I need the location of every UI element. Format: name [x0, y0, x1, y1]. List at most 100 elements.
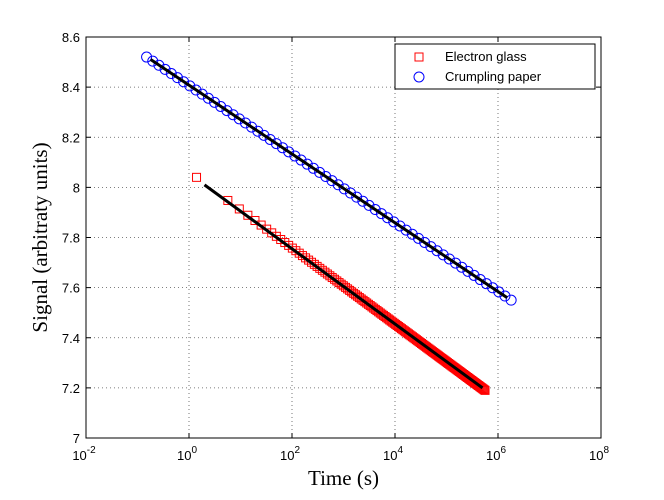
x-tick-label: 108	[589, 445, 609, 463]
y-tick-label: 7.4	[62, 331, 80, 346]
crumpling-paper-point	[159, 63, 171, 75]
electron-glass-point	[294, 248, 304, 258]
crumpling-paper-point	[382, 212, 394, 224]
crumpling-paper-point	[252, 125, 264, 137]
crumpling-paper-point	[369, 204, 381, 216]
crumpling-paper-point	[443, 253, 455, 265]
x-tick-label: 10-2	[72, 445, 96, 463]
grid-layer	[86, 37, 601, 438]
y-tick-label: 8.6	[62, 30, 80, 45]
legend-circle-marker	[413, 71, 425, 83]
y-tick-label: 7.2	[62, 381, 80, 396]
crumpling-paper-point	[221, 105, 233, 117]
crumpling-paper-point	[314, 166, 326, 178]
crumpling-paper-point	[307, 162, 319, 174]
crumpling-paper-point	[456, 261, 468, 273]
electron-glass-point	[325, 271, 335, 281]
electron-glass-point	[378, 310, 388, 320]
crumpling-paper-point	[202, 92, 214, 104]
crumpling-paper-point	[505, 294, 517, 306]
crumpling-paper-point	[468, 269, 480, 281]
crumpling-paper-point	[357, 195, 369, 207]
legend-square-marker	[414, 52, 424, 62]
electron-glass-point	[480, 385, 490, 395]
x-tick-label: 104	[383, 445, 403, 463]
crumpling-paper-point	[165, 68, 177, 80]
x-tick-label: 106	[486, 445, 506, 463]
legend: Electron glass Crumpling paper	[394, 43, 596, 90]
electron-glass-point	[382, 313, 392, 323]
fit-line	[203, 183, 484, 390]
electron-glass-point	[479, 385, 489, 395]
crumpling-paper-point	[493, 286, 505, 298]
crumpling-paper-point	[437, 249, 449, 261]
crumpling-paper-point	[499, 290, 511, 302]
crumpling-paper-point	[184, 80, 196, 92]
crumpling-paper-point	[400, 224, 412, 236]
electron-glass-point	[380, 312, 390, 322]
crumpling-paper-point	[406, 228, 418, 240]
ticks: 10-2 100 102 104 106 108 7 7.2 7.4 7.6 7.8 8 8.2 8.4 8…	[62, 30, 610, 463]
y-tick-label: 8	[73, 180, 80, 195]
crumpling-paper-point	[320, 171, 332, 183]
legend-label-crumpling-paper: Crumpling paper	[445, 69, 542, 84]
y-tick-label: 8.4	[62, 80, 80, 95]
crumpling-paper-point	[147, 55, 159, 67]
crumpling-paper-point	[264, 133, 276, 145]
electron-glass-point	[327, 273, 337, 283]
electron-glass-point	[192, 172, 202, 182]
fit-line	[149, 58, 508, 299]
crumpling-paper-point	[215, 100, 227, 112]
crumpling-paper-point	[412, 232, 424, 244]
crumpling-paper-point	[351, 191, 363, 203]
crumpling-paper-point	[246, 121, 258, 133]
x-axis-title: Time (s)	[308, 466, 379, 490]
crumpling-paper-point	[326, 175, 338, 187]
crumpling-paper-point	[338, 183, 350, 195]
crumpling-paper-point	[332, 179, 344, 191]
crumpling-paper-point	[258, 129, 270, 141]
crumpling-paper-point	[141, 51, 153, 63]
electron-glass-point	[377, 309, 387, 319]
y-tick-label: 7.6	[62, 281, 80, 296]
fit-lines	[149, 58, 508, 390]
crumpling-paper-point	[277, 142, 289, 154]
crumpling-paper-point	[487, 282, 499, 294]
crumpling-paper-point	[363, 199, 375, 211]
electron-glass-point	[477, 383, 487, 393]
crumpling-paper-point	[462, 265, 474, 277]
crumpling-paper-point	[344, 187, 356, 199]
crumpling-paper-point	[153, 59, 165, 71]
crumpling-paper-point	[375, 208, 387, 220]
y-axis-title: Signal (arbitraty units)	[28, 142, 52, 332]
crumpling-paper-point	[394, 220, 406, 232]
legend-label-electron-glass: Electron glass	[445, 49, 527, 64]
y-tick-label: 7	[73, 431, 80, 446]
crumpling-paper-point	[450, 257, 462, 269]
crumpling-paper-point	[171, 72, 183, 84]
y-tick-label: 7.8	[62, 231, 80, 246]
crumpling-paper-point	[233, 113, 245, 125]
crumpling-paper-point	[431, 245, 443, 257]
crumpling-paper-point	[283, 146, 295, 158]
plot-frame	[85, 36, 602, 439]
electron-glass-point	[291, 246, 301, 256]
crumpling-paper-point	[270, 138, 282, 150]
crumpling-paper-point	[425, 241, 437, 253]
crumpling-paper-point	[227, 109, 239, 121]
crumpling-paper-point	[178, 76, 190, 88]
crumpling-paper-point	[209, 96, 221, 108]
crumpling-paper-point	[239, 117, 251, 129]
crumpling-paper-point	[480, 278, 492, 290]
crumpling-paper-point	[196, 88, 208, 100]
electron-glass-point	[330, 274, 340, 284]
electron-glass-point	[478, 384, 488, 394]
crumpling-paper-point	[295, 154, 307, 166]
data-series	[141, 51, 517, 395]
x-tick-label: 100	[177, 445, 197, 463]
legend-box	[394, 43, 596, 90]
crumpling-paper-point	[301, 158, 313, 170]
crumpling-paper-point	[289, 150, 301, 162]
crumpling-paper-point	[190, 84, 202, 96]
